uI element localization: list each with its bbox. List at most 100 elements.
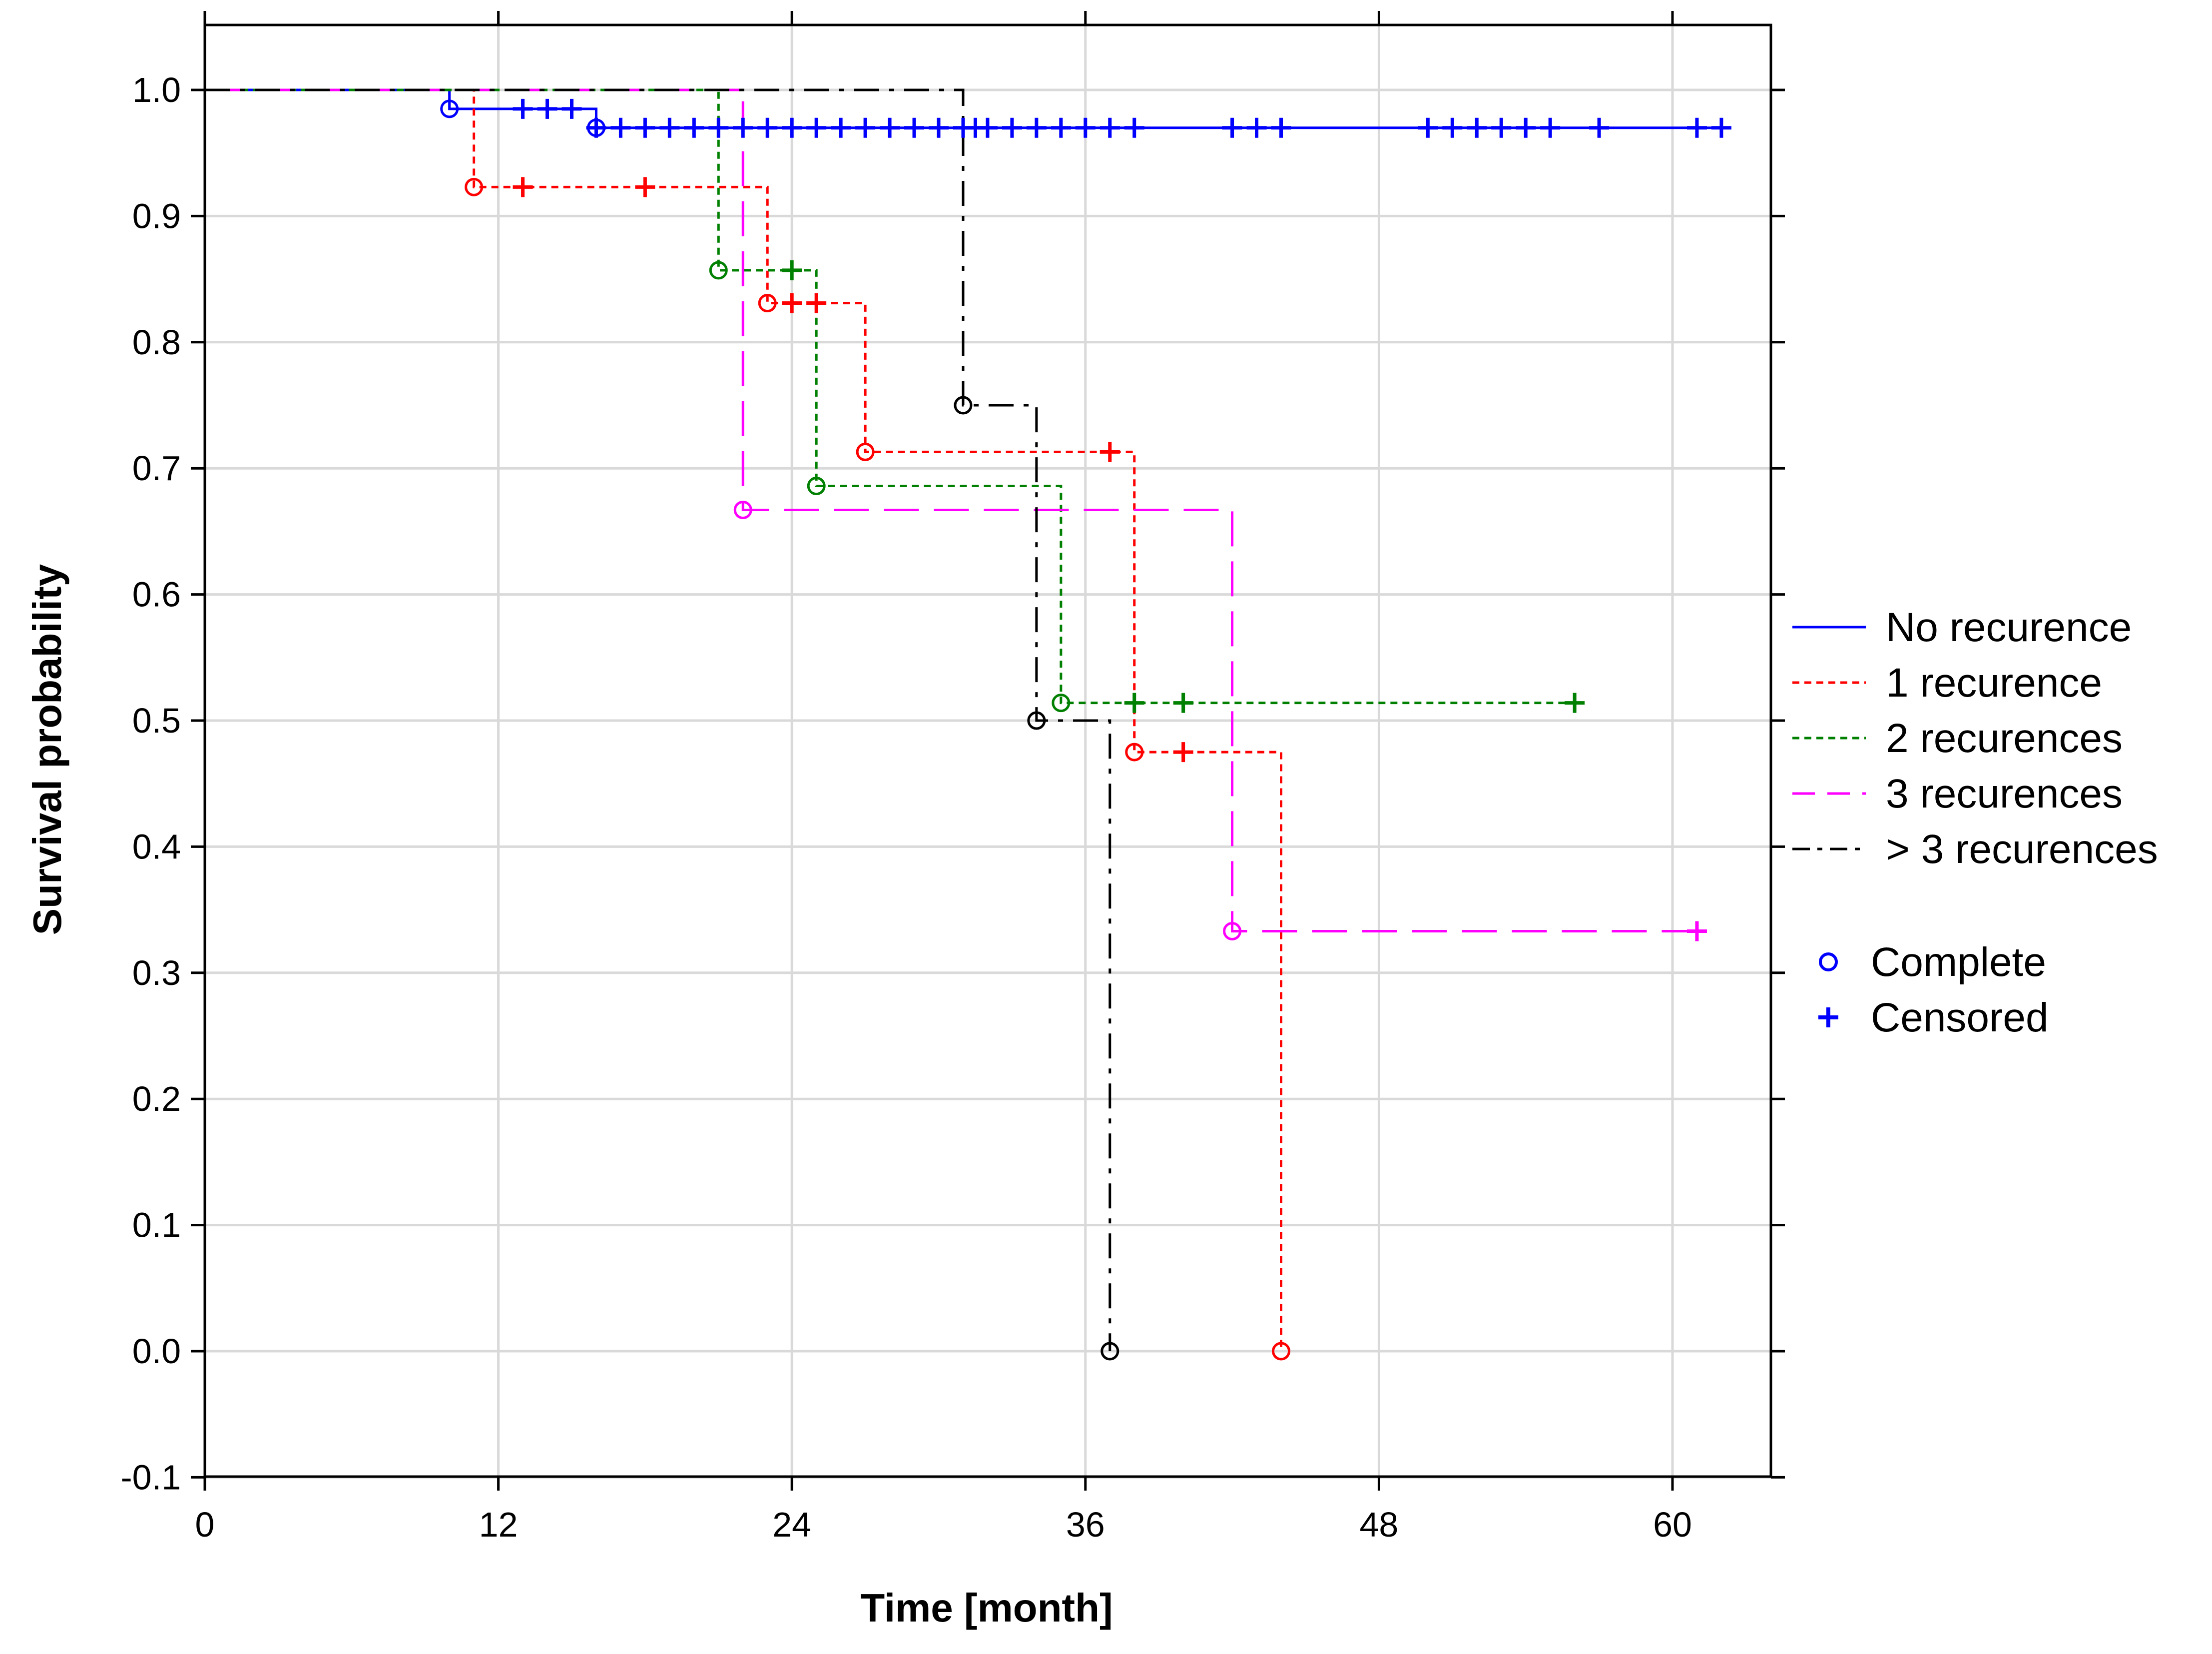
legend: No recurence 1 recurence 2 recurences 3 rec…: [1792, 605, 2158, 1040]
censored-marker: [929, 117, 949, 138]
censored-marker: [1100, 442, 1120, 462]
complete-marker: [1223, 922, 1242, 941]
complete-marker: [709, 261, 728, 280]
complete-marker: [1272, 1342, 1291, 1361]
censored-marker: [708, 117, 729, 138]
censored-marker: [1686, 921, 1707, 941]
legend-label: 2 recurences: [1886, 716, 2123, 761]
y-tick-label: 0.1: [132, 1206, 181, 1245]
y-tick-label: 0.8: [132, 323, 181, 362]
series-line: [205, 88, 1575, 705]
plot-frame: [203, 23, 1772, 1478]
censored-marker: [1686, 117, 1707, 138]
censored-marker: [782, 293, 802, 313]
censored-marker: [1100, 117, 1120, 138]
censored-marker: [831, 117, 851, 138]
complete-marker: [465, 177, 484, 196]
legend-label: 3 recurences: [1886, 771, 2123, 817]
legend-censored-symbol: [1818, 1007, 1838, 1027]
legend-label: 1 recurence: [1886, 660, 2102, 706]
y-axis-title: Survival probability: [25, 564, 69, 935]
legend-label: > 3 recurences: [1886, 827, 2158, 872]
censored-marker: [1246, 117, 1267, 138]
censored-marker: [1222, 117, 1242, 138]
censored-marker: [733, 117, 753, 138]
censored-marker: [610, 117, 631, 138]
censored-marker: [977, 117, 998, 138]
censored-marker: [1516, 117, 1536, 138]
censored-marker: [1173, 742, 1193, 763]
censored-marker: [1026, 117, 1047, 138]
censored-marker: [659, 117, 680, 138]
censored-marker: [635, 117, 655, 138]
censored-marker: [1442, 117, 1463, 138]
x-tick-label: 36: [1066, 1505, 1105, 1544]
x-axis-title: Time [month]: [860, 1586, 1112, 1630]
grid: [203, 25, 1771, 1479]
censored-marker: [1467, 117, 1487, 138]
axis-ticks: -0.1 0.0 0.1 0.2 0.3 0.4 0.5 0.6 0.7 0.8 0.9 1.0 0 12…: [120, 11, 1785, 1544]
y-tick-label: 0.6: [132, 575, 181, 614]
censored-marker: [1051, 117, 1071, 138]
complete-marker: [1101, 1342, 1119, 1361]
y-tick-label: 0.5: [132, 701, 181, 740]
complete-marker: [758, 294, 777, 313]
censored-marker: [855, 117, 876, 138]
censored-marker: [1002, 117, 1022, 138]
complete-marker: [1052, 694, 1071, 713]
censored-marker: [561, 98, 582, 119]
y-tick-label: 1.0: [132, 70, 181, 109]
censored-marker: [806, 293, 827, 313]
censored-marker: [782, 117, 802, 138]
y-tick-label: 0.7: [132, 449, 181, 488]
censored-marker: [513, 177, 533, 197]
censored-marker: [904, 117, 925, 138]
censored-marker: [880, 117, 900, 138]
censored-marker: [537, 98, 557, 119]
x-tick-label: 48: [1359, 1505, 1398, 1544]
x-tick-label: 0: [195, 1505, 215, 1544]
censored-marker: [1589, 117, 1610, 138]
censored-marker: [1124, 693, 1144, 713]
x-tick-label: 12: [479, 1505, 518, 1544]
censored-marker: [1565, 693, 1585, 713]
legend-label: No recurence: [1886, 605, 2132, 650]
complete-marker: [807, 477, 826, 496]
y-tick-label: -0.1: [120, 1458, 181, 1497]
series-line: [205, 88, 1111, 1351]
y-tick-label: 0.2: [132, 1079, 181, 1118]
censored-marker: [757, 117, 778, 138]
complete-marker: [733, 500, 752, 519]
censored-marker: [684, 117, 704, 138]
censored-marker: [1173, 693, 1193, 713]
censored-marker: [806, 117, 827, 138]
censored-marker: [1418, 117, 1438, 138]
series-markers: [440, 98, 1731, 1361]
legend-marker-label: Complete: [1871, 939, 2046, 985]
complete-marker: [440, 99, 459, 118]
censored-marker: [635, 177, 655, 197]
censored-marker: [1711, 117, 1731, 138]
censored-marker: [1124, 117, 1144, 138]
y-tick-label: 0.0: [132, 1332, 181, 1371]
censored-marker: [1540, 117, 1561, 138]
complete-marker: [856, 442, 875, 461]
complete-marker: [954, 396, 973, 415]
censored-marker: [1491, 117, 1512, 138]
legend-marker-label: Censored: [1871, 995, 2049, 1040]
series-line: [205, 88, 1697, 933]
complete-marker: [1027, 711, 1046, 730]
legend-complete-symbol: [1819, 952, 1838, 971]
censored-marker: [1271, 117, 1291, 138]
x-tick-label: 24: [772, 1505, 811, 1544]
y-tick-label: 0.3: [132, 953, 181, 992]
censored-marker: [782, 260, 802, 280]
x-tick-label: 60: [1653, 1505, 1692, 1544]
y-tick-label: 0.9: [132, 196, 181, 235]
censored-marker: [586, 117, 606, 138]
y-tick-label: 0.4: [132, 827, 181, 866]
complete-marker: [1125, 743, 1144, 762]
censored-marker: [1075, 117, 1096, 138]
